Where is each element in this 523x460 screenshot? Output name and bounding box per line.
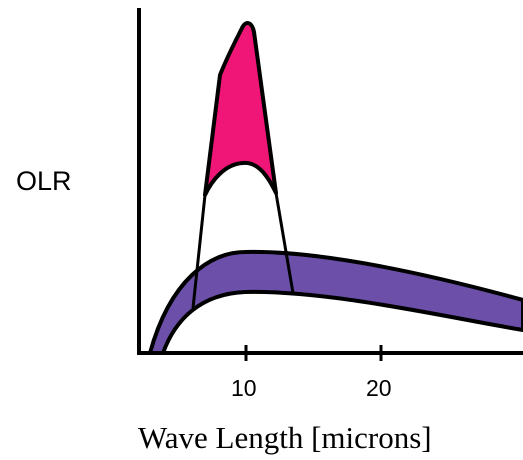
y-axis-label: OLR [16,166,72,196]
peak-right-edge-line [274,192,295,294]
window-peak-region [203,21,278,197]
x-tick-label-10: 10 [231,375,257,401]
peak-left-edge-line [191,194,207,309]
x-tick-label-20: 20 [366,375,392,401]
x-axis-label: Wave Length [microns] [138,420,432,455]
broad-band-region [148,249,523,355]
